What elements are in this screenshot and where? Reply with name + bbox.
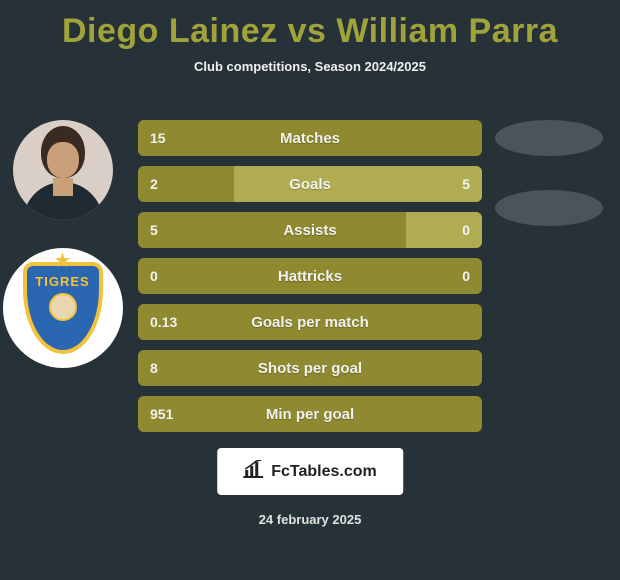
placeholder-avatar [495,120,603,156]
chart-icon [243,460,263,483]
star-icon: ★ [54,248,72,273]
bar-label: Shots per goal [138,350,482,386]
page-title: Diego Lainez vs William Parra [0,0,620,51]
placeholder-badge [495,190,603,226]
bar-row: 50Assists [138,212,482,248]
bar-label: Goals [138,166,482,202]
player-avatar [13,120,113,220]
bar-row: 25Goals [138,166,482,202]
bar-row: 951Min per goal [138,396,482,432]
site-badge[interactable]: FcTables.com [217,448,403,495]
bar-label: Assists [138,212,482,248]
ball-icon [49,293,77,321]
bar-row: 0.13Goals per match [138,304,482,340]
bar-row: 15Matches [138,120,482,156]
subtitle: Club competitions, Season 2024/2025 [0,59,620,74]
club-badge-text: TIGRES [35,274,89,289]
site-name: FcTables.com [271,463,377,481]
right-player-column [491,120,606,226]
footer-date: 24 february 2025 [0,512,620,527]
bar-label: Min per goal [138,396,482,432]
bar-label: Hattricks [138,258,482,294]
bar-row: 8Shots per goal [138,350,482,386]
club-badge: ★ TIGRES [3,248,123,368]
bar-row: 00Hattricks [138,258,482,294]
left-player-column: ★ TIGRES [10,120,115,368]
bar-label: Matches [138,120,482,156]
bar-label: Goals per match [138,304,482,340]
comparison-chart: 15Matches 25Goals 50Assists 00Hattricks 0.13… [138,120,482,432]
